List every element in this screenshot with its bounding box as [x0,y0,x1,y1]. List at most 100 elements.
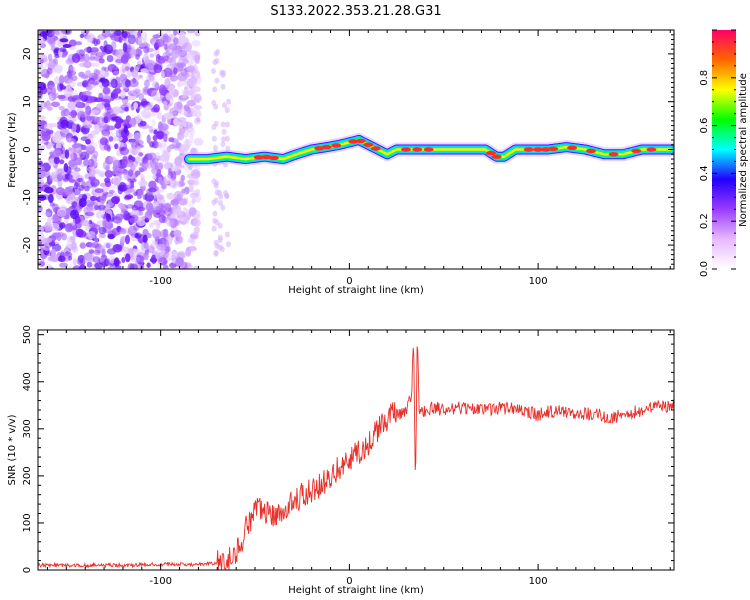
noise-speckle [193,180,200,187]
y-tick-label: 400 [22,372,33,391]
x-tick-label: 100 [529,576,548,587]
noise-speckle [217,237,223,243]
noise-speckle [85,70,91,76]
noise-speckle [65,137,76,144]
noise-speckle [172,208,183,216]
noise-speckle [66,235,76,243]
noise-speckle [126,70,132,78]
noise-speckle [153,206,162,214]
noise-speckle [191,40,201,47]
ridge-peak [608,152,619,157]
noise-speckle [57,255,66,263]
noise-speckle [124,159,134,168]
noise-speckle [140,98,148,108]
noise-speckle [132,48,143,57]
noise-speckle [194,31,201,37]
noise-speckle [128,169,134,177]
noise-speckle [125,115,131,123]
ridge-peak [567,145,578,150]
noise-speckle [86,203,93,212]
noise-speckle [91,62,100,68]
noise-speckle [178,199,187,206]
noise-speckle [160,70,165,79]
noise-speckle [164,78,171,88]
noise-speckle [96,50,102,57]
noise-speckle [72,258,77,266]
y-tick-label: 0 [22,146,33,152]
noise-speckle [108,136,114,142]
noise-speckle [122,68,126,73]
noise-speckle [79,91,87,101]
noise-speckle [70,209,79,220]
noise-speckle [212,145,218,151]
noise-speckle [44,225,53,231]
noise-speckle [79,242,87,249]
noise-speckle [193,226,200,234]
noise-speckle [80,151,90,160]
noise-speckle [166,192,175,200]
colorbar-ticks: 0.0 0.2 0.4 0.6 0.8 [699,29,736,277]
noise-speckle [68,255,73,261]
noise-speckle [59,222,66,229]
noise-speckle [115,49,123,59]
noise-speckle [130,66,135,73]
noise-speckle [174,156,183,167]
noise-speckle [224,135,230,142]
noise-speckle [65,244,71,249]
noise-speckle [211,68,216,75]
noise-speckle [143,252,149,261]
noise-speckle [112,243,123,253]
noise-speckle [179,178,184,187]
noise-speckle [128,187,137,194]
noise-speckle [180,89,187,95]
y-tick-label: -10 [22,189,33,205]
noise-speckle [56,231,62,242]
snr-x-axis: -100 0 100 [46,330,671,587]
noise-speckle [224,193,230,199]
noise-speckle [186,30,196,34]
snr-plot-area [38,346,674,570]
noise-speckle [146,134,151,144]
noise-speckle [164,239,170,250]
noise-speckle [88,169,96,178]
noise-speckle [103,258,110,267]
ridge-peak [370,146,381,151]
noise-speckle [169,262,177,269]
snr-x-label: Height of straight line (km) [288,585,424,596]
noise-speckle [75,41,82,46]
noise-speckle [99,137,108,146]
noise-speckle [123,210,130,221]
noise-speckle [79,111,89,118]
noise-speckle [44,70,50,79]
noise-speckle [164,207,173,217]
ridge-peak [523,147,534,152]
x-tick-label: -100 [149,576,172,587]
noise-speckle [107,265,116,269]
noise-speckle [113,70,120,76]
noise-speckle [133,191,139,196]
noise-speckle [89,47,99,53]
noise-speckle [45,263,52,269]
noise-speckle [80,74,89,79]
noise-speckle [188,88,197,99]
noise-speckle [220,204,226,211]
noise-speckle [71,53,81,64]
noise-speckle [189,234,198,239]
noise-speckle [112,216,123,224]
noise-speckle [168,137,175,143]
noise-speckle [98,58,105,64]
noise-speckle [51,92,59,99]
noise-speckle [173,229,182,237]
noise-speckle [225,121,230,128]
noise-speckle [89,179,100,186]
noise-speckle [90,109,101,114]
noise-speckle [173,67,178,75]
noise-speckle [85,84,93,91]
noise-speckle [76,49,85,55]
ridge-peak [412,147,423,152]
noise-speckle [70,109,77,119]
noise-speckle [103,44,114,55]
noise-speckle [53,64,63,74]
noise-speckle [152,174,157,180]
noise-speckle [180,68,188,77]
